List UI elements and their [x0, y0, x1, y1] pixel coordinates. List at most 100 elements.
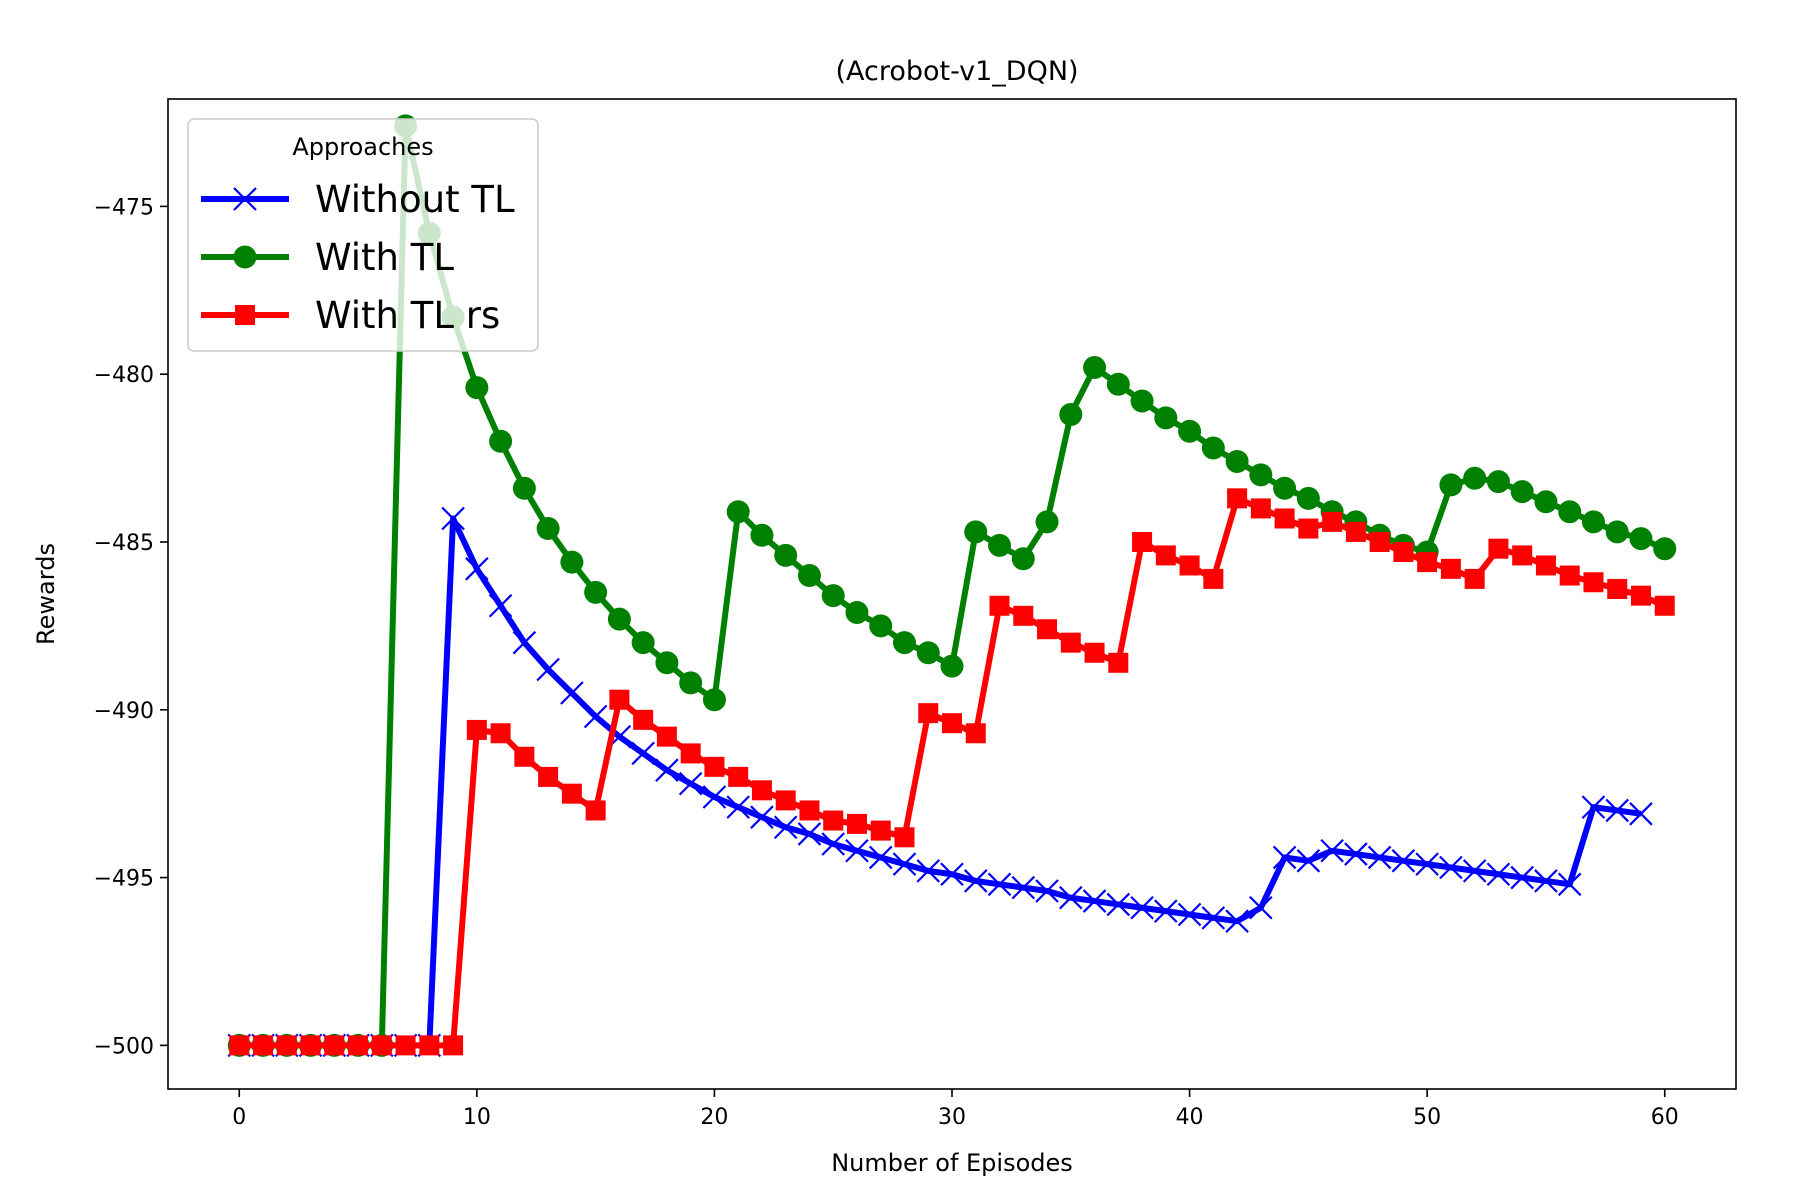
data-point [869, 614, 893, 638]
data-point [1558, 500, 1582, 524]
data-point [561, 783, 582, 804]
y-tick-label: −490 [94, 699, 154, 724]
data-point [1154, 406, 1178, 430]
data-point [1581, 510, 1605, 534]
data-point [1060, 632, 1081, 653]
data-point [797, 564, 821, 588]
data-point [466, 719, 487, 740]
data-point [1583, 572, 1604, 593]
data-point [1653, 537, 1677, 561]
data-point [726, 795, 750, 819]
y-tick-label: −480 [94, 363, 154, 388]
data-point [1488, 538, 1509, 559]
data-point [987, 872, 1012, 897]
data-point [1178, 419, 1202, 443]
data-point [1440, 558, 1461, 579]
data-point [1201, 906, 1226, 930]
data-point [656, 726, 677, 747]
data-point [536, 657, 560, 682]
legend-label: With TL [315, 236, 454, 279]
legend-item-with-tl-rs: With TL rs [201, 294, 500, 337]
data-point [1391, 849, 1416, 873]
data-point [1605, 520, 1629, 544]
data-point [797, 822, 822, 846]
data-point [1535, 555, 1556, 576]
data-point [1463, 466, 1487, 490]
data-point [1273, 476, 1297, 500]
data-point [1557, 872, 1582, 897]
data-point [1629, 802, 1653, 826]
data-point [845, 600, 869, 624]
data-point [1083, 355, 1107, 379]
data-point [488, 593, 513, 618]
data-point [1084, 642, 1105, 663]
data-point [775, 790, 796, 811]
y-axis-label: Rewards [32, 543, 60, 645]
data-point [1439, 473, 1463, 497]
data-point [583, 704, 608, 729]
data-point [1274, 508, 1295, 529]
data-point [1249, 463, 1273, 487]
data-point [1344, 842, 1368, 866]
data-point [965, 723, 986, 744]
series-with-tl-rs [229, 488, 1675, 1056]
legend-label: With TL rs [315, 294, 500, 337]
data-point [892, 631, 916, 655]
y-tick-label: −485 [94, 531, 154, 556]
data-point [821, 584, 845, 608]
data-point [702, 785, 727, 809]
data-point [1464, 568, 1485, 589]
data-point [560, 681, 584, 705]
data-point [1082, 889, 1107, 913]
data-point [512, 630, 537, 655]
legend-items: Without TL With TL With TL rs [201, 178, 515, 337]
data-point [799, 800, 820, 821]
data-point [1227, 488, 1248, 509]
data-point [702, 688, 726, 712]
data-point [1415, 852, 1439, 876]
legend-marker [233, 187, 257, 211]
data-point [942, 713, 962, 734]
data-point [750, 523, 774, 547]
data-point [1059, 402, 1083, 426]
data-point [631, 631, 655, 655]
y-axis: −500 −495 −490 −485 −480 −475 [94, 195, 168, 1059]
data-point [845, 838, 869, 863]
data-point [773, 815, 798, 840]
data-point [1155, 545, 1176, 566]
x-tick-label: 30 [938, 1105, 966, 1130]
data-point [419, 1035, 440, 1056]
data-point [465, 557, 489, 581]
data-point [680, 743, 701, 764]
data-point [441, 506, 465, 531]
series-layer [227, 114, 1677, 1058]
data-point [536, 517, 560, 541]
data-point [1011, 547, 1035, 571]
x-axis: 0 10 20 30 40 50 60 [232, 1089, 1679, 1130]
data-point [1298, 518, 1319, 539]
data-point [1179, 555, 1200, 576]
data-point [1132, 531, 1153, 552]
data-point [443, 1035, 464, 1056]
data-point [918, 703, 939, 724]
data-point [964, 520, 988, 544]
data-point [821, 832, 845, 856]
legend-marker [233, 245, 257, 269]
data-point [655, 758, 679, 782]
data-point [1250, 498, 1271, 519]
legend-marker [235, 305, 255, 325]
data-point [1581, 795, 1606, 819]
data-point [1011, 875, 1036, 900]
data-point [726, 500, 750, 524]
data-point [1417, 552, 1438, 573]
data-point [1037, 619, 1058, 640]
data-point [1322, 511, 1343, 532]
data-point [1559, 565, 1580, 586]
data-point [1296, 849, 1321, 873]
data-point [1203, 568, 1224, 589]
x-tick-label: 0 [232, 1105, 246, 1130]
data-point [750, 805, 774, 829]
data-point [1629, 527, 1653, 551]
legend-label: Without TL [315, 178, 515, 221]
x-axis-label: Number of Episodes [831, 1149, 1073, 1177]
